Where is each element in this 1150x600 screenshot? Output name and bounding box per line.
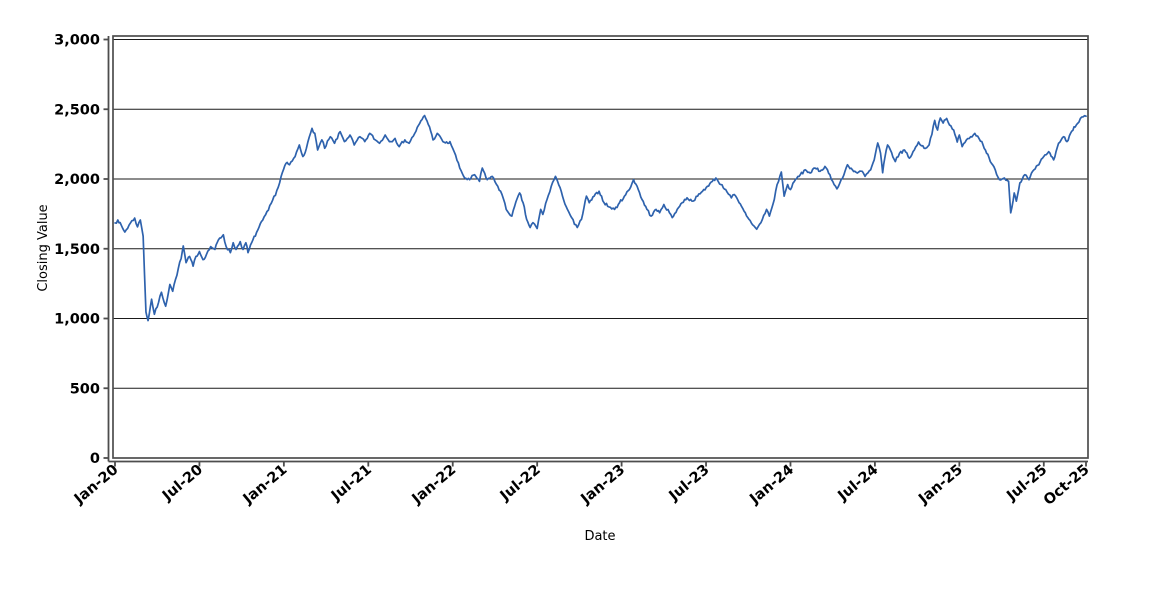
x-tick-label: Jul-23: [666, 462, 713, 505]
plot-border: [112, 35, 1089, 459]
x-tick-label: Jul-22: [497, 462, 544, 505]
y-axis-title: Closing Value: [36, 204, 51, 291]
y-tick-label: 0: [90, 451, 100, 467]
closing-value-line: [114, 114, 1087, 322]
x-tick-label: Jan-24: [746, 462, 797, 508]
x-tick-label: Jul-21: [328, 462, 375, 505]
x-tick-label: Jan-23: [578, 462, 629, 508]
y-tick-label: 3,000: [54, 33, 100, 49]
y-tick-label: 2,500: [54, 102, 100, 118]
x-axis-ticks: Jan-20 Jul-20 Jan-21 Jul-21 Jan-22 Jul-22 Jan-…: [71, 461, 1093, 509]
x-tick-label: Jul-20: [159, 462, 206, 505]
x-tick-label: Jul-24: [835, 462, 882, 505]
gridlines: [113, 39, 1088, 459]
y-tick-label: 1,500: [54, 242, 100, 258]
x-axis-title: Date: [584, 529, 615, 544]
y-tick-label: 1,000: [54, 312, 100, 328]
y-axis-ticks: 0 500 1,000 1,500 2,000 2,500 3,000: [54, 33, 109, 467]
y-tick-label: 2,000: [54, 172, 100, 188]
x-tick-label: Jan-20: [71, 462, 122, 508]
closing-value-series-path: [114, 114, 1087, 322]
x-tick-label: Oct-25: [1041, 462, 1093, 509]
x-tick-label: Jan-22: [409, 462, 460, 508]
y-tick-label: 500: [70, 381, 100, 397]
x-tick-label: Jan-25: [915, 462, 966, 508]
x-tick-label: Jan-21: [240, 462, 291, 508]
